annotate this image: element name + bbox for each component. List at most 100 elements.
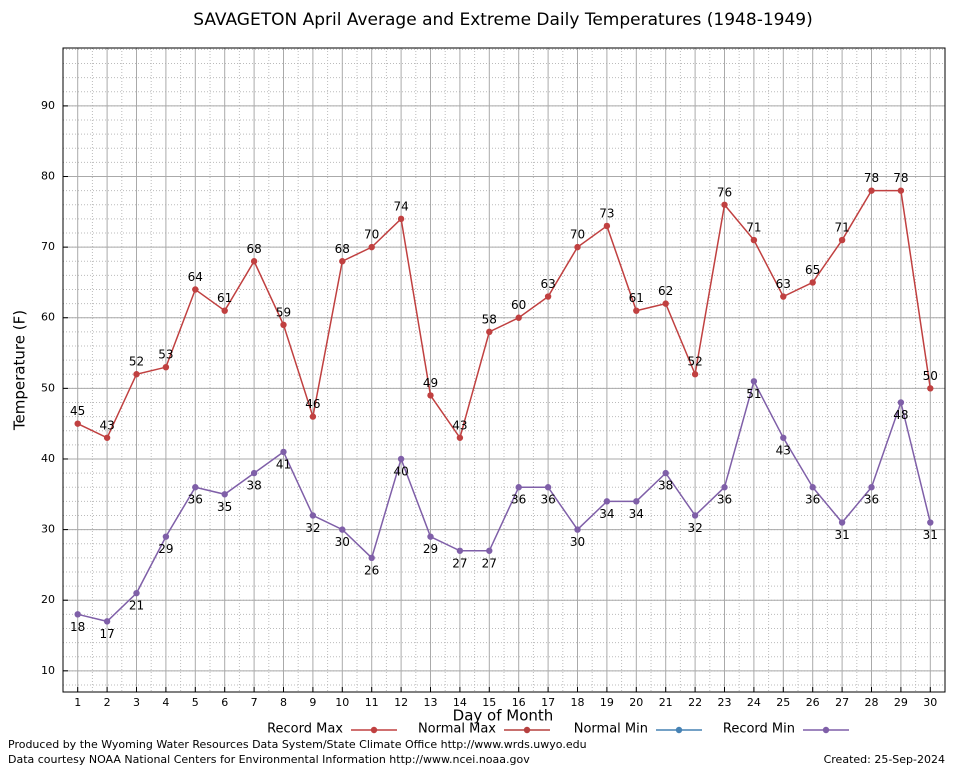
data-label: 31 [923, 528, 938, 542]
x-tick-label: 8 [280, 696, 287, 709]
point [397, 215, 405, 223]
data-label: 49 [423, 376, 438, 390]
point [280, 448, 287, 456]
point [427, 392, 434, 399]
x-axis-label: Day of Month [453, 707, 554, 725]
point [838, 236, 846, 244]
point [74, 420, 81, 427]
y-tick-label: 60 [41, 311, 55, 324]
data-label: 43 [776, 443, 791, 457]
data-label: 34 [629, 507, 644, 521]
point [250, 258, 258, 265]
data-label: 70 [570, 228, 585, 242]
x-tick-label: 25 [776, 696, 790, 709]
point [309, 413, 317, 420]
x-tick-label: 14 [453, 696, 467, 709]
point [780, 293, 787, 300]
x-tick-label: 20 [629, 696, 643, 709]
x-tick-label: 23 [718, 696, 732, 709]
point [339, 526, 346, 533]
data-label: 36 [717, 493, 732, 507]
x-tick-label: 19 [600, 696, 614, 709]
y-tick-label: 40 [41, 452, 55, 465]
point [368, 243, 375, 251]
data-label: 71 [834, 221, 849, 235]
x-tick-label: 13 [424, 696, 438, 709]
legend-label: Record Min [723, 722, 795, 737]
y-axis-label: Temperature (F) [11, 310, 29, 431]
y-tick-label: 30 [41, 523, 55, 536]
point [897, 399, 905, 406]
data-label: 52 [129, 355, 144, 369]
data-label: 68 [246, 242, 261, 256]
x-tick-label: 28 [865, 696, 879, 709]
data-label: 38 [658, 479, 673, 493]
point [133, 589, 140, 597]
data-label: 48 [893, 408, 908, 422]
data-label: 30 [570, 535, 585, 549]
x-tick-label: 1 [74, 696, 81, 709]
point [633, 498, 640, 505]
data-label: 18 [70, 620, 85, 634]
data-label: 36 [805, 493, 820, 507]
x-tick-label: 9 [309, 696, 316, 709]
data-label: 61 [629, 291, 644, 305]
created: Created: 25-Sep-2024 [824, 753, 945, 766]
x-tick-label: 4 [162, 696, 169, 709]
data-label: 78 [864, 171, 879, 185]
point [691, 512, 699, 519]
point [103, 434, 111, 441]
series-line [77, 379, 932, 623]
data-label: 51 [746, 387, 761, 401]
chart-title: SAVAGETON April Average and Extreme Dail… [193, 10, 812, 30]
point [838, 519, 846, 526]
x-tick-label: 3 [133, 696, 140, 709]
y-tick-label: 10 [41, 664, 55, 677]
data-label: 65 [805, 263, 820, 277]
data-label: 32 [305, 521, 320, 535]
legend-label: Normal Max [418, 722, 496, 737]
data-label: 27 [482, 556, 497, 570]
data-label: 43 [452, 418, 467, 432]
x-tick-label: 2 [104, 696, 111, 709]
x-tick-label: 29 [894, 696, 908, 709]
footer: Data courtesy NOAA National Centers for … [8, 753, 530, 766]
x-tick-label: 16 [512, 696, 526, 709]
x-tick-label: 18 [571, 696, 585, 709]
data-label: 73 [599, 206, 614, 220]
point [691, 371, 699, 378]
data-label: 71 [746, 221, 761, 235]
point [603, 498, 611, 505]
x-tick-label: 26 [806, 696, 820, 709]
data-label: 36 [188, 493, 203, 507]
x-tick-label: 7 [251, 696, 258, 709]
data-label: 62 [658, 284, 673, 298]
point [809, 484, 816, 491]
point [927, 519, 934, 526]
x-tick-label: 5 [192, 696, 199, 709]
data-label: 40 [393, 464, 408, 478]
point [603, 222, 611, 230]
point [456, 434, 464, 441]
x-tick-label: 15 [482, 696, 496, 709]
x-tick-label: 10 [335, 696, 349, 709]
point [456, 547, 464, 554]
point [574, 243, 581, 251]
point [192, 484, 199, 491]
point [515, 484, 522, 491]
data-label: 46 [305, 397, 320, 411]
point [162, 533, 170, 540]
data-label: 29 [423, 542, 438, 556]
data-label: 27 [452, 556, 467, 570]
x-tick-label: 11 [365, 696, 379, 709]
data-label: 76 [717, 185, 732, 199]
point [280, 321, 287, 329]
data-label: 35 [217, 500, 232, 514]
data-label: 78 [893, 171, 908, 185]
x-tick-label: 24 [747, 696, 761, 709]
point [927, 385, 934, 392]
data-label: 26 [364, 563, 379, 577]
point [397, 455, 405, 463]
data-label: 64 [188, 270, 203, 284]
